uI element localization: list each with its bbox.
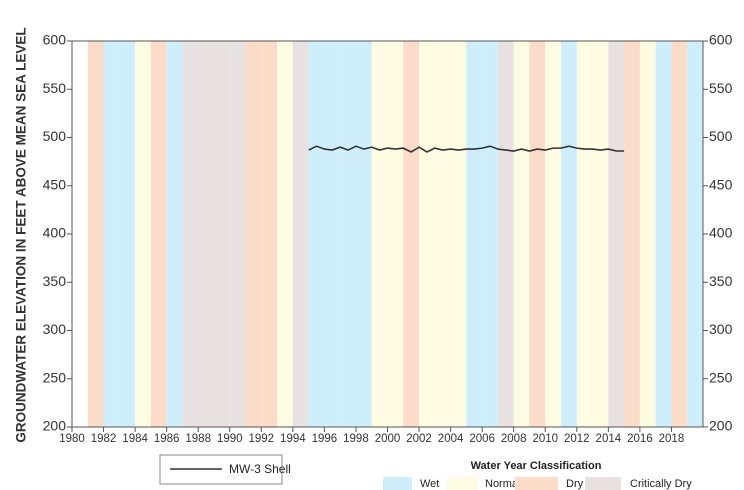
year-band — [214, 41, 230, 427]
legend-label: MW-3 Shell — [229, 462, 291, 476]
x-tick-label: 2018 — [659, 433, 685, 445]
year-band — [277, 41, 293, 427]
year-band — [246, 41, 262, 427]
x-tick-label: 1994 — [280, 433, 306, 445]
x-tick-label: 1988 — [185, 433, 211, 445]
class-swatch — [585, 477, 621, 490]
x-tick-label: 1990 — [217, 433, 243, 445]
year-band — [167, 41, 183, 427]
chart: GROUNDWATER ELEVATION IN FEET ABOVE MEAN… — [0, 0, 744, 490]
year-band — [435, 41, 451, 427]
year-band — [466, 41, 482, 427]
year-band — [340, 41, 356, 427]
x-tick-label: 2012 — [564, 433, 590, 445]
y2-tick-label: 450 — [709, 176, 733, 192]
x-tick-label: 2016 — [627, 433, 653, 445]
year-band — [561, 41, 577, 427]
y2-tick-label: 300 — [709, 321, 733, 337]
year-band — [529, 41, 545, 427]
year-band — [324, 41, 340, 427]
y-tick-label: 450 — [43, 176, 67, 192]
y2-tick-label: 500 — [709, 128, 733, 144]
year-band — [198, 41, 214, 427]
y-axis-label: GROUNDWATER ELEVATION IN FEET ABOVE MEAN… — [14, 27, 29, 442]
x-tick-label: 2000 — [375, 433, 401, 445]
year-band — [514, 41, 530, 427]
y2-tick-label: 600 — [709, 32, 733, 48]
y-tick-label: 250 — [43, 369, 67, 385]
y-tick-label: 400 — [43, 225, 67, 241]
year-band — [293, 41, 309, 427]
y2-tick-label: 350 — [709, 273, 733, 289]
year-band — [671, 41, 687, 427]
x-tick-label: 1996 — [312, 433, 338, 445]
x-tick-label: 2004 — [438, 433, 464, 445]
x-tick-label: 1986 — [154, 433, 180, 445]
classification-legend-title: Water Year Classification — [471, 460, 602, 472]
year-band — [624, 41, 640, 427]
year-band — [104, 41, 120, 427]
year-band — [372, 41, 388, 427]
year-band — [88, 41, 104, 427]
x-tick-label: 2002 — [406, 433, 432, 445]
year-band — [640, 41, 656, 427]
y2-tick-label: 550 — [709, 80, 733, 96]
class-label: Wet — [420, 478, 439, 490]
class-label: Critically Dry — [630, 478, 692, 490]
x-tick-label: 1998 — [343, 433, 369, 445]
y2-tick-label: 400 — [709, 225, 733, 241]
year-band — [687, 41, 703, 427]
x-tick-label: 1992 — [249, 433, 275, 445]
year-band — [230, 41, 246, 427]
bands — [88, 41, 703, 427]
x-tick-label: 1982 — [91, 433, 117, 445]
year-band — [593, 41, 609, 427]
y2-tick-label: 200 — [709, 418, 733, 434]
year-band — [388, 41, 404, 427]
y-tick-label: 350 — [43, 273, 67, 289]
year-band — [261, 41, 277, 427]
year-band — [151, 41, 167, 427]
y-tick-label: 500 — [43, 128, 67, 144]
y-tick-label: 300 — [43, 321, 67, 337]
year-band — [451, 41, 467, 427]
y-tick-label: 550 — [43, 80, 67, 96]
year-band — [498, 41, 514, 427]
year-band — [135, 41, 151, 427]
year-band — [419, 41, 435, 427]
x-tick-label: 1984 — [122, 433, 148, 445]
x-tick-label: 2008 — [501, 433, 527, 445]
year-band — [356, 41, 372, 427]
y-tick-label: 600 — [43, 32, 67, 48]
x-tick-label: 2006 — [469, 433, 495, 445]
year-band — [656, 41, 672, 427]
x-tick-label: 2010 — [532, 433, 558, 445]
x-tick-label: 1980 — [59, 433, 85, 445]
class-swatch — [515, 477, 558, 490]
class-swatch — [447, 477, 478, 490]
year-band — [577, 41, 593, 427]
class-swatch — [383, 477, 412, 490]
year-band — [182, 41, 198, 427]
year-band — [119, 41, 135, 427]
year-band — [482, 41, 498, 427]
year-band — [403, 41, 419, 427]
class-label: Dry — [566, 478, 584, 490]
y2-tick-label: 250 — [709, 369, 733, 385]
y-tick-label: 200 — [43, 418, 67, 434]
x-tick-label: 2014 — [596, 433, 622, 445]
year-band — [608, 41, 624, 427]
year-band — [309, 41, 325, 427]
year-band — [545, 41, 561, 427]
